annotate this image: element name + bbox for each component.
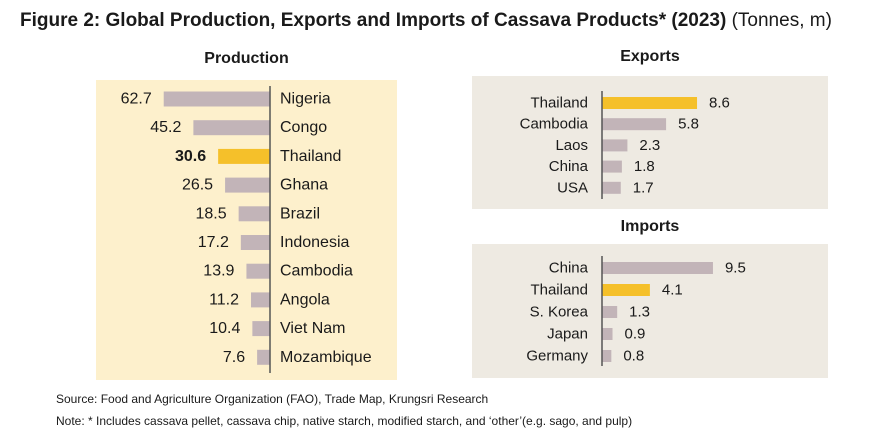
exports-bar-usa [602,181,621,194]
imports-category-label: Thailand [530,282,588,299]
production-category-label: Thailand [280,148,341,165]
production-category-label: Ghana [280,177,328,194]
exports-category-label: Cambodia [520,116,589,133]
exports-title: Exports [620,48,680,65]
footnote: Note: * Includes cassava pellet, cassava… [56,414,633,428]
imports-value-label: 0.9 [625,326,646,343]
production-bar-angola [251,292,270,308]
production-category-label: Congo [280,119,327,136]
exports-value-label: 5.8 [678,116,699,133]
imports-bar-thailand [602,284,650,296]
production-category-label: Indonesia [280,234,349,251]
production-value-label: 45.2 [150,119,181,136]
production-category-label: Cambodia [280,263,353,280]
imports-bar-germany [602,350,612,362]
imports-category-label: China [549,260,589,277]
production-bar-viet-nam [252,321,270,337]
production-category-label: Brazil [280,205,320,222]
production-category-label: Mozambique [280,349,372,366]
production-bar-nigeria [163,91,270,107]
imports-value-label: 9.5 [725,260,746,277]
production-bar-cambodia [246,263,270,279]
exports-value-label: 1.8 [634,158,655,175]
exports-bar-thailand [602,97,698,109]
production-bar-indonesia [240,235,270,250]
imports-category-label: S. Korea [530,304,589,321]
production-bar-congo [193,120,270,136]
imports-bar-china [602,262,713,274]
imports-value-label: 1.3 [629,304,650,321]
production-category-label: Nigeria [280,91,331,108]
imports-category-label: Japan [547,326,588,343]
exports-category-label: USA [557,179,588,196]
figure-title-main: Figure 2: Global Production, Exports and… [20,10,727,31]
exports-category-label: Thailand [530,95,588,112]
production-value-label: 11.2 [209,291,239,308]
production-category-label: Angola [280,291,330,308]
production-bar-thailand [218,148,270,164]
production-value-label: 10.4 [209,320,240,337]
figure-title: Figure 2: Global Production, Exports and… [20,10,832,32]
production-bar-mozambique [257,349,270,365]
exports-bar-cambodia [602,118,667,131]
production-value-label: 30.6 [175,148,206,165]
exports-category-label: Laos [555,137,588,154]
imports-bar-s-korea [602,306,618,318]
exports-value-label: 8.6 [709,95,730,112]
production-value-label: 13.9 [203,263,234,280]
exports-value-label: 2.3 [639,137,660,154]
production-title: Production [204,50,289,67]
production-value-label: 17.2 [198,234,229,251]
production-value-label: 18.5 [196,205,227,222]
imports-bar-japan [602,328,613,340]
production-category-label: Viet Nam [280,320,346,337]
production-value-label: 62.7 [121,91,152,108]
figure-title-unit: (Tonnes, m) [731,10,832,31]
exports-value-label: 1.7 [633,179,654,196]
imports-value-label: 4.1 [662,282,683,299]
production-bar-brazil [238,206,270,222]
production-bar-ghana [225,177,270,193]
production-value-label: 7.6 [223,349,245,366]
production-value-label: 26.5 [182,177,213,194]
source-note: Source: Food and Agriculture Organizatio… [56,392,489,406]
exports-category-label: China [549,158,589,175]
exports-bar-laos [602,139,628,152]
imports-value-label: 0.8 [623,348,644,365]
imports-title: Imports [620,218,680,235]
exports-bar-china [602,160,622,173]
imports-category-label: Germany [526,348,588,365]
